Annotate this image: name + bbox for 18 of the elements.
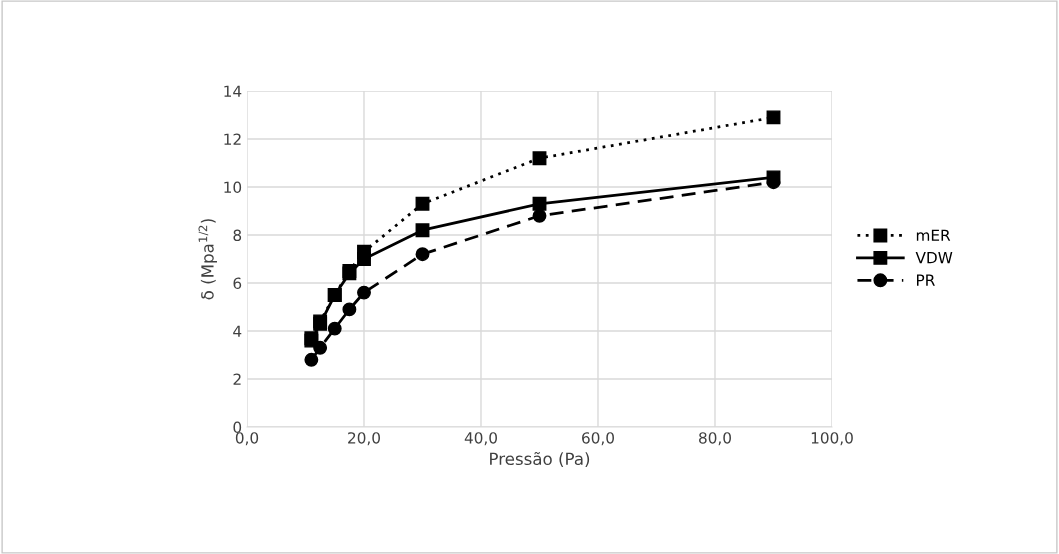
y-tick-label: 4 (233, 325, 242, 337)
legend-label: VDW (915, 252, 953, 264)
x-axis-title: Pressão (Pa) (490, 451, 590, 468)
x-tick-label: 0,0 (235, 432, 259, 446)
y-tick-label: 12 (224, 133, 241, 145)
y-tick-label: 2 (233, 373, 241, 385)
x-tick-label: 80,0 (699, 432, 731, 446)
legend-label: mER (916, 229, 951, 241)
y-tick-label: 8 (233, 229, 242, 242)
x-tick-label: 20,0 (348, 432, 380, 446)
y-tick-label: 10 (224, 181, 242, 194)
y-tick-label: 6 (233, 277, 242, 290)
y-tick-label: 14 (224, 85, 242, 97)
y-axis-title: δ (Mpa$^{1/2}$) (198, 219, 217, 300)
legend-label: PR (917, 274, 935, 286)
x-tick-label: 40,0 (464, 432, 497, 446)
x-tick-label: 60,0 (582, 432, 614, 446)
x-tick-label: 100,0 (811, 432, 853, 446)
